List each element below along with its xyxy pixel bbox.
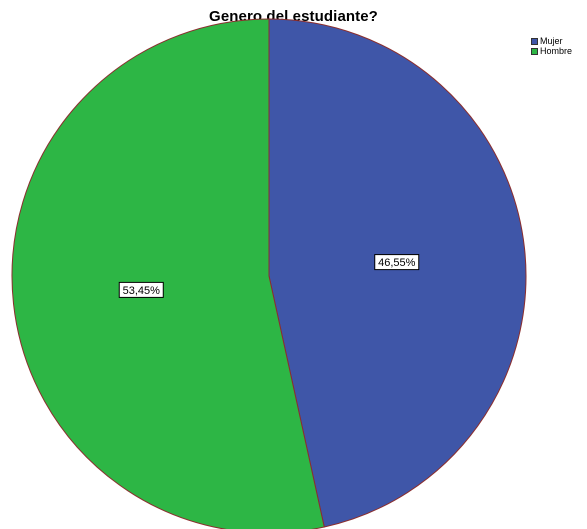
chart-legend: Mujer Hombre (531, 36, 572, 56)
legend-item-hombre: Hombre (531, 46, 572, 56)
legend-label-mujer: Mujer (540, 36, 563, 46)
legend-swatch-mujer (531, 37, 538, 45)
legend-item-mujer: Mujer (531, 36, 572, 46)
pie-slice-mujer (268, 18, 527, 528)
data-label-box-hombre (118, 281, 164, 298)
pie-slices (11, 18, 527, 529)
data-label-text-hombre: 53,45% (123, 285, 161, 297)
legend-label-hombre: Hombre (540, 46, 573, 56)
data-label-box-mujer (374, 254, 420, 271)
pie-slice-hombre (11, 18, 325, 529)
data-label-mujer: 46,55% (374, 254, 420, 271)
legend-swatch-hombre (531, 47, 538, 55)
data-label-text-mujer: 46,55% (378, 257, 416, 269)
data-label-hombre: 53,45% (118, 281, 164, 298)
pie-labels: 46,55% 53,45% (118, 254, 420, 298)
